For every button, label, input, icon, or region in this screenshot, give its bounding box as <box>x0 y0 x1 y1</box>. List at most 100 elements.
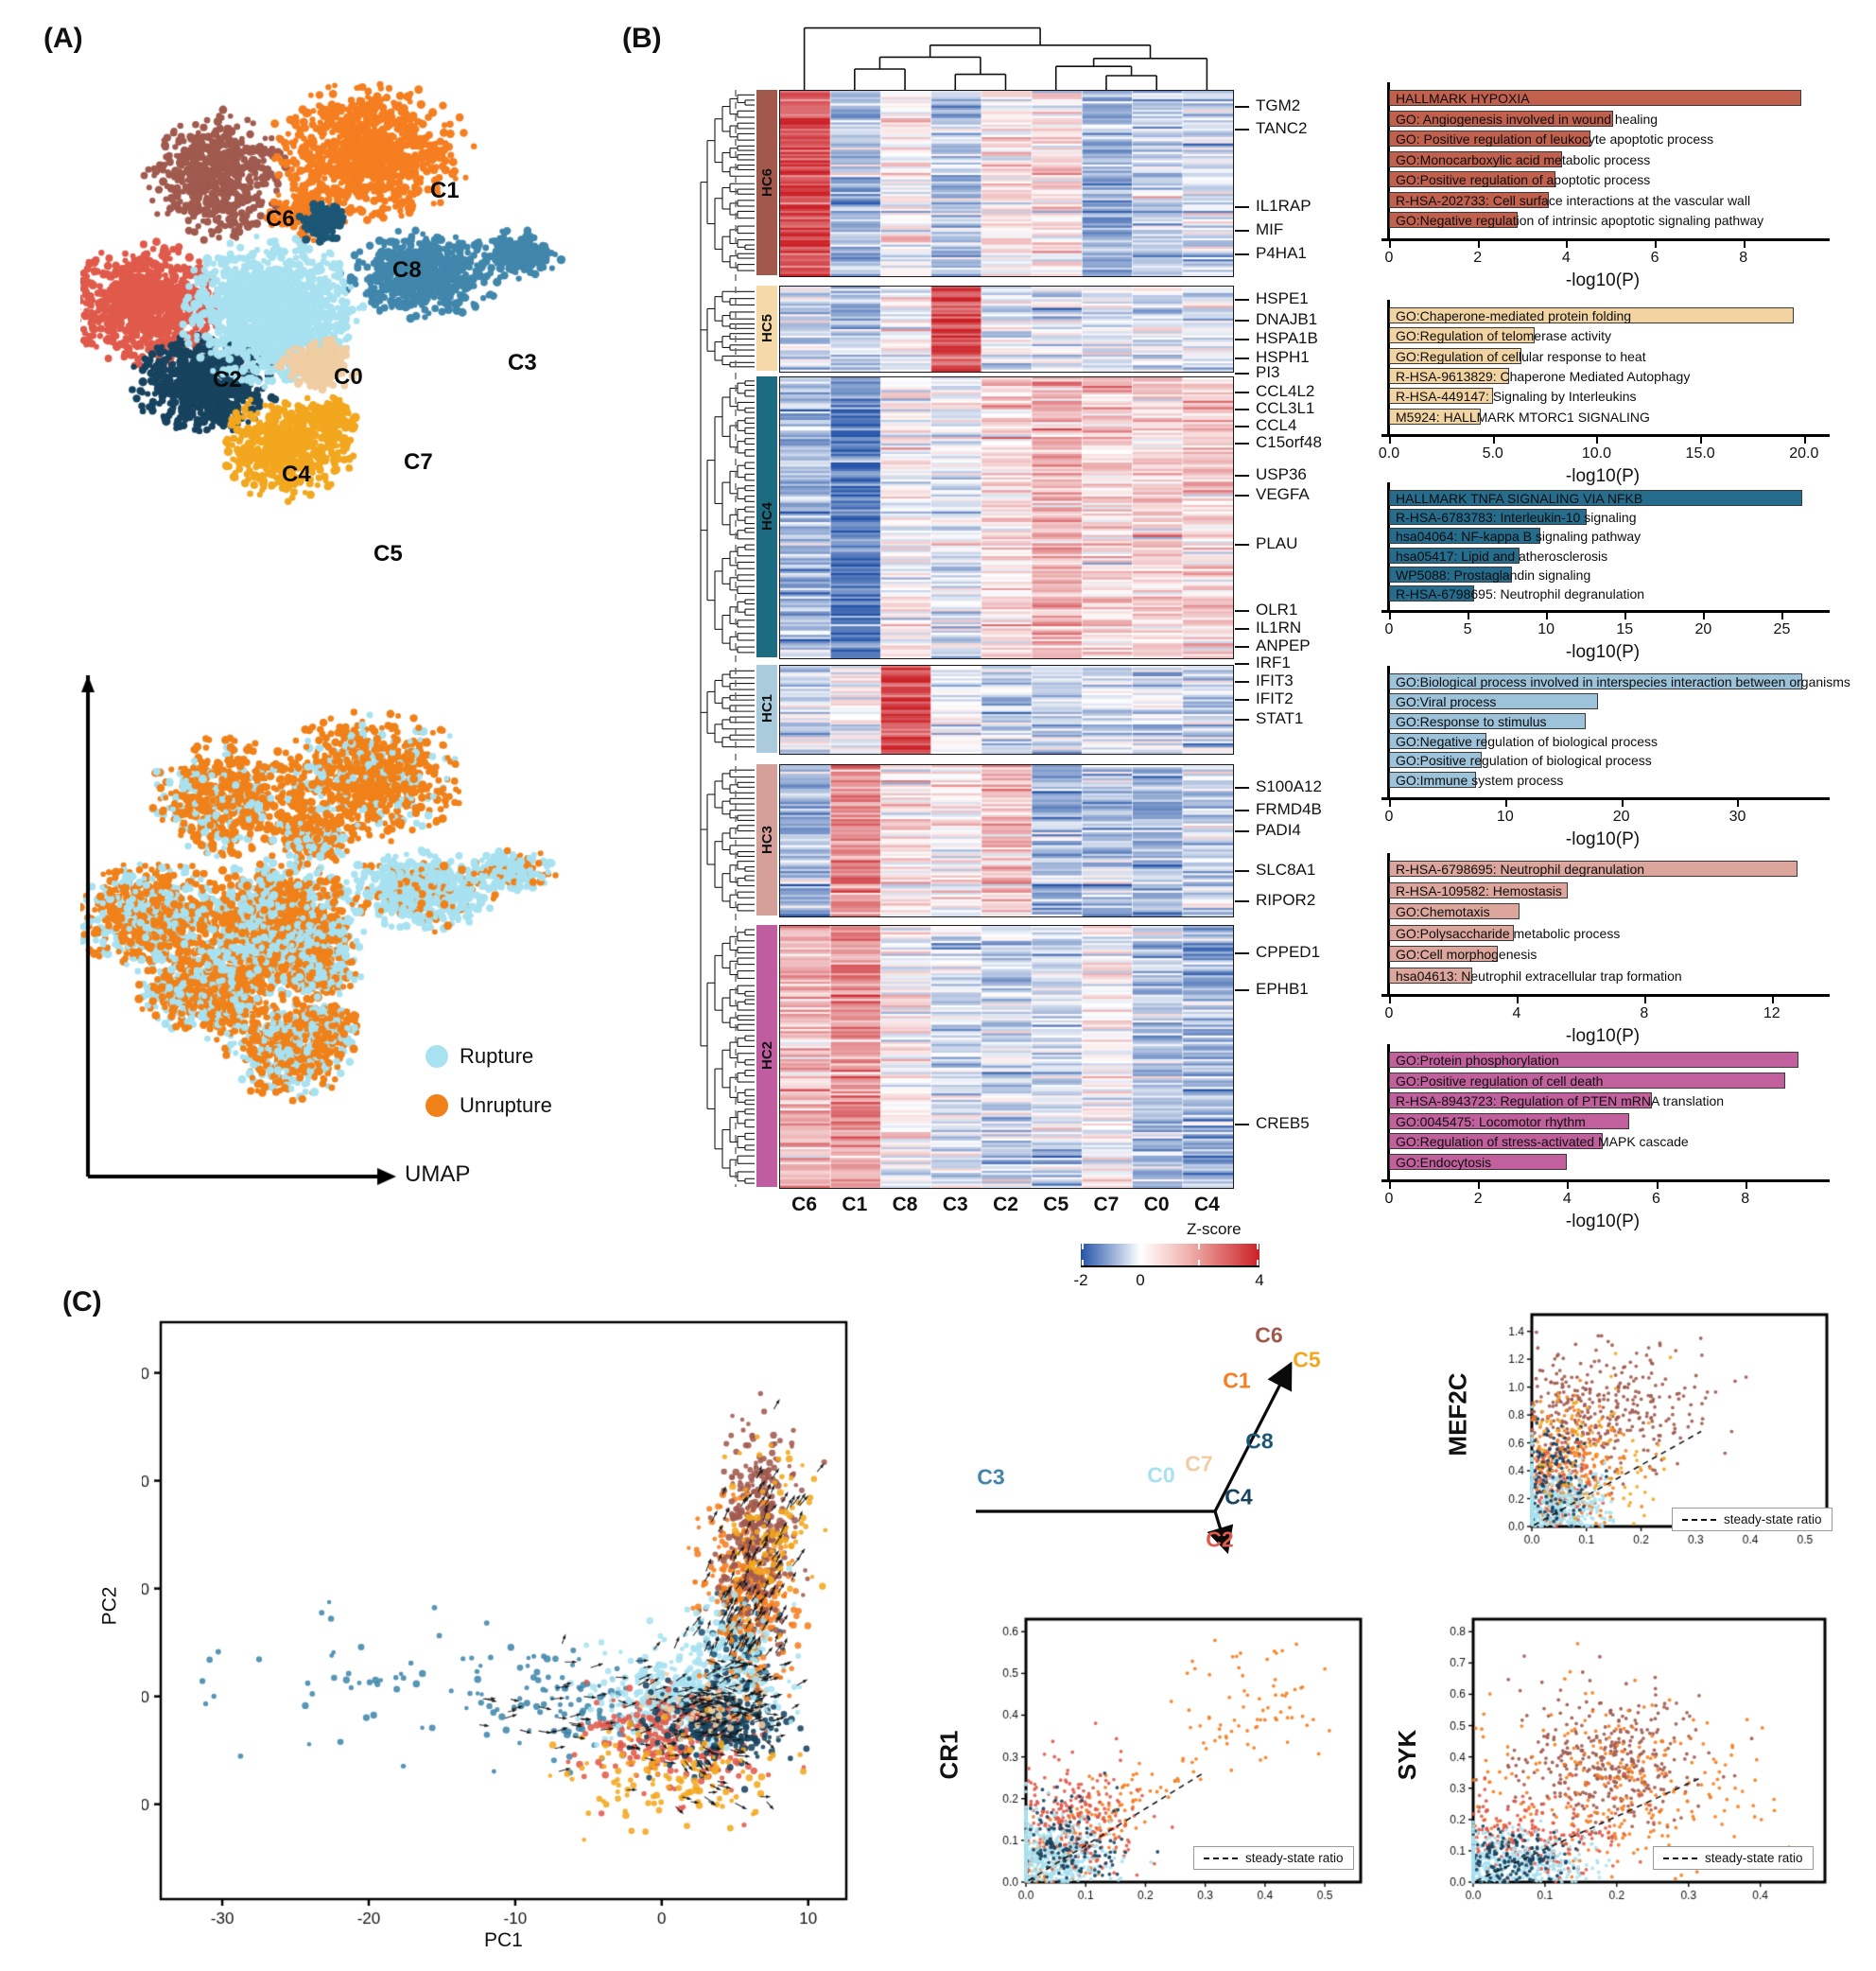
gene-label-tgm2: TGM2 <box>1256 96 1301 114</box>
enrichment-x-axis-hc3 <box>1381 994 1830 997</box>
enrichment-y-axis-hc2 <box>1387 1044 1390 1179</box>
gene-leader-line <box>1235 129 1249 131</box>
cr1-axis-label: CR1 <box>934 1730 964 1780</box>
gene-leader-line <box>1235 339 1249 340</box>
enrichment-bar-label: GO:Response to stimulus <box>1396 713 1547 729</box>
enrichment-tick <box>1566 241 1569 248</box>
heatmap-column-label-c0: C0 <box>1143 1194 1170 1215</box>
legend-label: Unrupture <box>460 1093 552 1117</box>
gene-leader-line <box>1235 475 1249 477</box>
enrichment-bar-label: GO: Positive regulation of leukocyte apo… <box>1396 131 1714 148</box>
gene-label-irf1: IRF1 <box>1256 654 1291 672</box>
enrichment-tick <box>1389 1182 1391 1189</box>
colorbar-mark <box>1139 1260 1142 1265</box>
enrichment-bar-label: hsa05417: Lipid and atherosclerosis <box>1396 548 1608 564</box>
colorbar-mark <box>1198 1244 1201 1249</box>
enrichment-tick-label: 4 <box>1512 1005 1521 1021</box>
enrichment-bar-label: R-HSA-109582: Hemostasis <box>1396 882 1562 898</box>
enrichment-bar-label: HALLMARK TNFA SIGNALING VIA NFKB <box>1396 491 1643 506</box>
enrichment-bar-label: M5924: HALLMARK MTORC1 SIGNALING <box>1396 409 1650 425</box>
colorbar-mark <box>1198 1260 1201 1265</box>
enrichment-bar <box>1389 131 1591 148</box>
enrichment-bar-label: GO:Cell morphogenesis <box>1396 947 1537 962</box>
steady-state-legend: steady-state ratio <box>1653 1846 1814 1870</box>
enrichment-tick <box>1477 241 1480 248</box>
heatmap-column-label-c4: C4 <box>1193 1194 1220 1215</box>
enrichment-bar <box>1389 110 1613 127</box>
enrichment-bar <box>1389 967 1472 984</box>
umap-cluster-label-c6: C6 <box>266 206 295 232</box>
enrichment-tick-label: 0 <box>1384 250 1394 266</box>
gene-label-dnajb1: DNAJB1 <box>1256 310 1318 328</box>
enrichment-tick-label: 10.0 <box>1581 445 1611 462</box>
enrichment-y-axis-hc1 <box>1387 666 1390 797</box>
heatmap-block-hc5 <box>779 286 1234 373</box>
gene-label-il1rap: IL1RAP <box>1256 197 1311 215</box>
enrichment-xaxis-title: -log10(P) <box>1565 1026 1641 1046</box>
enrichment-tick-label: 4 <box>1562 1191 1572 1207</box>
enrichment-bar <box>1389 903 1520 919</box>
gene-leader-line <box>1235 610 1249 612</box>
enrichment-bar-label: GO:Regulation of telomerase activity <box>1396 328 1611 344</box>
enrichment-tick <box>1655 241 1658 248</box>
enrichment-tick <box>1703 613 1706 619</box>
enrichment-bar-label: GO: Angiogenesis involved in wound heali… <box>1396 111 1659 127</box>
enrichment-bar-label: GO:Chaperone-mediated protein folding <box>1396 308 1632 323</box>
enrichment-bar <box>1389 509 1588 526</box>
gene-leader-line <box>1235 299 1249 301</box>
syk-axis-label: SYK <box>1393 1729 1422 1781</box>
gene-label-il1rn: IL1RN <box>1256 619 1302 637</box>
hc-bar-hc4: HC4 <box>756 376 777 657</box>
enrichment-bar-label: WP5088: Prostaglandin signaling <box>1396 567 1591 583</box>
hc-bar-hc1: HC1 <box>756 665 777 753</box>
steady-state-legend-label: steady-state ratio <box>1705 1851 1803 1865</box>
enrichment-tick <box>1745 1182 1747 1189</box>
enrichment-tick <box>1803 437 1806 444</box>
enrichment-y-axis-hc4 <box>1387 482 1390 610</box>
enrichment-tick <box>1624 613 1627 619</box>
enrichment-xaxis-title: -log10(P) <box>1565 466 1641 486</box>
gene-leader-line <box>1235 646 1249 648</box>
enrichment-bar <box>1389 528 1540 545</box>
enrichment-x-axis-hc6 <box>1381 238 1830 241</box>
column-dendrogram <box>803 26 1208 91</box>
gene-label-frmd4b: FRMD4B <box>1256 800 1322 818</box>
heatmap-block-hc2 <box>779 925 1234 1189</box>
enrichment-bar <box>1389 1112 1630 1129</box>
enrichment-xaxis-title: -log10(P) <box>1565 270 1641 290</box>
enrichment-bar <box>1389 772 1477 789</box>
gene-label-stat1: STAT1 <box>1256 709 1304 727</box>
gene-label-hspa1b: HSPA1B <box>1256 329 1318 347</box>
legend-item-unrupture: Unrupture <box>426 1093 552 1118</box>
gene-leader-line <box>1235 681 1249 683</box>
enrichment-bar <box>1389 388 1493 405</box>
enrichment-tick-label: 0 <box>1384 1191 1394 1207</box>
enrichment-bar <box>1389 212 1518 229</box>
enrichment-tick-label: 8 <box>1739 250 1748 266</box>
enrichment-tick-label: 20.0 <box>1789 445 1819 462</box>
dashed-line-icon <box>1663 1857 1697 1859</box>
gene-leader-line <box>1235 206 1249 208</box>
trajectory-node-c6: C6 <box>1255 1322 1283 1348</box>
heatmap-block-hc3 <box>779 764 1234 917</box>
gene-leader-line <box>1235 373 1249 375</box>
enrichment-bar-label: GO:Polysaccharide metabolic process <box>1396 925 1621 941</box>
enrichment-tick-label: 25 <box>1773 621 1791 637</box>
enrichment-tick <box>1389 800 1391 807</box>
gene-label-mif: MIF <box>1256 220 1284 238</box>
enrichment-tick <box>1656 1182 1659 1189</box>
enrichment-tick-label: 20 <box>1694 621 1712 637</box>
enrichment-xaxis-title: -log10(P) <box>1565 642 1641 662</box>
enrichment-x-axis-hc4 <box>1381 610 1830 613</box>
enrichment-bar <box>1389 547 1520 564</box>
enrichment-bar <box>1389 1052 1799 1068</box>
enrichment-bar <box>1389 712 1586 729</box>
colorbar-mark <box>1139 1244 1142 1249</box>
heatmap-block-hc1 <box>779 665 1234 755</box>
enrichment-bar-label: HALLMARK HYPOXIA <box>1396 91 1530 106</box>
enrichment-bar <box>1389 673 1803 689</box>
enrichment-xaxis-title: -log10(P) <box>1565 1212 1641 1231</box>
trajectory-node-c5: C5 <box>1293 1347 1321 1372</box>
gene-leader-line <box>1235 409 1249 410</box>
gene-leader-line <box>1235 719 1249 721</box>
